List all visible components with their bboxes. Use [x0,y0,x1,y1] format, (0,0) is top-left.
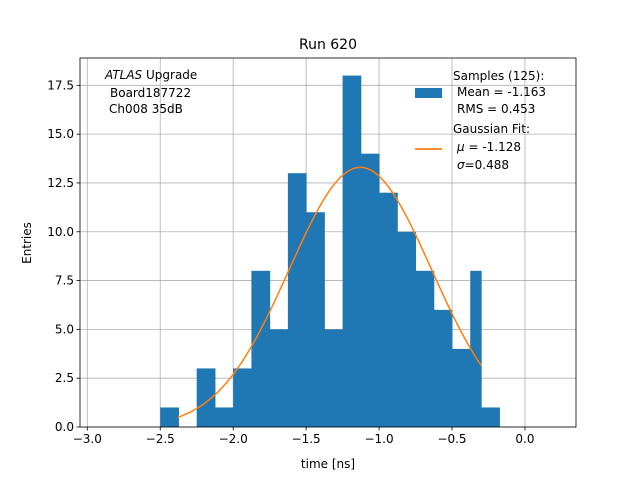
histogram-bar [287,173,307,427]
histogram-bars [160,75,500,428]
histogram-bar [160,407,179,427]
y-tick-label: 7.5 [55,274,74,288]
y-tick-label: 0.0 [55,420,74,434]
x-tick-label: −1.5 [292,432,321,446]
annotation-box: ATLAS Upgrade Board187722 Ch008 35dB [104,68,197,116]
histogram-bar [233,368,252,427]
histogram-bar [196,368,216,427]
legend-fit-title: Gaussian Fit: [453,122,530,136]
gaussian-fit-curve [177,166,482,419]
legend: Samples (125): Mean = -1.163 RMS = 0.453… [415,69,546,172]
histogram-bar [214,407,234,427]
channel-label: Ch008 35dB [109,102,183,116]
histogram-bar [379,192,398,427]
board-label: Board187722 [110,86,191,100]
histogram-bar [269,329,289,427]
histogram-bar [360,153,380,427]
legend-fit-mu: μ = -1.128 [456,140,521,154]
y-tick-label: 17.5 [47,78,74,92]
y-tick-label: 15.0 [47,127,74,141]
x-tick-label: −3.0 [73,432,102,446]
y-tick-label: 12.5 [47,176,74,190]
legend-fit-sigma: σ=0.488 [457,158,509,172]
x-axis-ticks: −3.0 −2.5 −2.0 −1.5 −1.0 −0.5 0.0 [73,427,534,446]
y-tick-label: 5.0 [55,322,74,336]
x-tick-label: −1.0 [364,432,393,446]
histogram-bar [452,348,471,427]
histogram-bar [251,270,271,427]
histogram-bar [342,75,362,428]
histogram-bar [306,212,325,427]
histogram-bar [433,309,453,427]
x-tick-label: −0.5 [437,432,466,446]
x-axis-label: time [ns] [301,457,355,471]
x-tick-label: 0.0 [515,432,534,446]
histogram-bar [481,407,500,427]
x-tick-label: −2.0 [219,432,248,446]
histogram-bar [470,270,482,427]
y-tick-label: 2.5 [55,371,74,385]
y-axis-ticks: 0.0 2.5 5.0 7.5 10.0 12.5 15.0 17.5 [47,78,80,434]
legend-samples-rms: RMS = 0.453 [457,102,535,116]
histogram-bar [415,270,435,427]
chart-title: Run 620 [299,37,357,53]
legend-samples-title: Samples (125): [453,69,544,83]
atlas-label: ATLAS Upgrade [104,68,197,82]
legend-samples-mean: Mean = -1.163 [457,85,546,99]
histogram-bar [397,231,417,427]
x-tick-label: −2.5 [146,432,175,446]
y-tick-label: 10.0 [47,225,74,239]
y-axis-label: Entries [20,222,34,264]
plot-frame [79,57,577,428]
histogram-bar [324,329,344,427]
legend-histogram-swatch [415,88,442,98]
